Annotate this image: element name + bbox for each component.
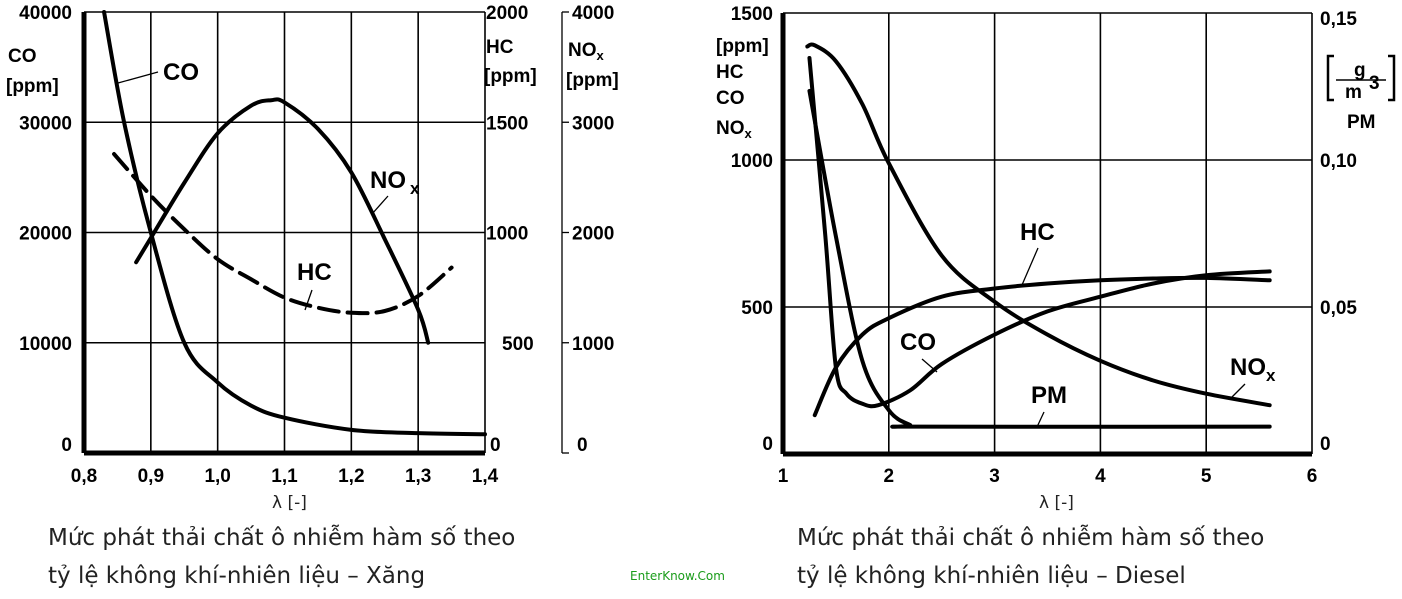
nox-curve bbox=[805, 42, 1272, 408]
x-tick-label: 0,8 bbox=[71, 466, 97, 487]
x-tick-label: 5 bbox=[1201, 466, 1212, 487]
hc-axis-unit: HC bbox=[486, 37, 514, 58]
ppm-axis-hc: HC bbox=[716, 62, 744, 83]
caption-line: Mức phát thải chất ô nhiễm hàm số theo bbox=[48, 525, 516, 551]
ppm-tick-label: 500 bbox=[741, 298, 773, 319]
caption-line: tỷ lệ không khí-nhiên liệu – Xăng bbox=[48, 563, 426, 589]
nox-tick-label: 3000 bbox=[572, 113, 614, 134]
nox-curve-label: NOx bbox=[1230, 354, 1276, 385]
caption-line: Mức phát thải chất ô nhiễm hàm số theo bbox=[797, 525, 1265, 551]
co-curve-label: CO bbox=[900, 329, 936, 356]
pm-leader-line bbox=[1036, 411, 1045, 428]
ppm-axis-co: CO bbox=[716, 88, 745, 109]
hc-tick-label: 1000 bbox=[486, 224, 528, 245]
x-tick-label: 4 bbox=[1095, 466, 1106, 487]
hc-tick-label: 2000 bbox=[486, 3, 528, 24]
gasoline-caption: Mức phát thải chất ô nhiễm hàm số theo t… bbox=[48, 519, 515, 595]
hc-axis-unit: [ppm] bbox=[484, 66, 537, 87]
co-tick-label: 20000 bbox=[19, 224, 72, 245]
co-axis-unit: [ppm] bbox=[6, 76, 59, 97]
x-tick-label: 0,9 bbox=[138, 466, 164, 487]
nox-tick-label: 2000 bbox=[572, 224, 614, 245]
pm-tick-label: 0,05 bbox=[1320, 298, 1357, 319]
nox-tick-label: 0 bbox=[577, 435, 588, 456]
pm-axis-unit: g m 3 PM bbox=[1326, 54, 1396, 133]
hc-tick-label: 0 bbox=[490, 435, 501, 456]
watermark: EnterKnow.Com bbox=[630, 569, 725, 583]
nox-axis-unit: NOx bbox=[568, 40, 605, 63]
x-tick-label: 1,2 bbox=[338, 466, 364, 487]
co-leader-line bbox=[117, 71, 159, 84]
ppm-axis-nox: NOx bbox=[716, 118, 753, 141]
co-leader-line bbox=[921, 358, 938, 373]
co-tick-label: 40000 bbox=[19, 3, 72, 24]
hc-leader-line bbox=[304, 289, 313, 311]
x-tick-label: 3 bbox=[989, 466, 1000, 487]
gasoline-chart: 0,8 0,9 1,0 1,1 1,2 1,3 1,40100002000030000400… bbox=[6, 3, 619, 513]
co-tick-label: 30000 bbox=[19, 113, 72, 134]
nox-tick-label: 4000 bbox=[572, 3, 614, 24]
x-tick-label: 1 bbox=[778, 466, 789, 487]
co-curve bbox=[102, 10, 487, 437]
caption-line: tỷ lệ không khí-nhiên liệu – Diesel bbox=[797, 563, 1186, 589]
svg-text:PM: PM bbox=[1347, 112, 1376, 133]
hc-tick-label: 500 bbox=[502, 334, 534, 355]
x-tick-label: 2 bbox=[884, 466, 895, 487]
nox-leader-line bbox=[371, 195, 389, 215]
co-tick-label: 10000 bbox=[19, 334, 72, 355]
x-axis-label: λ [-] bbox=[272, 493, 307, 513]
nox-axis-unit: [ppm] bbox=[566, 70, 619, 91]
pm-curve-label: PM bbox=[1031, 382, 1067, 409]
nox-tick-label: 1000 bbox=[572, 334, 614, 355]
co-curve-label: CO bbox=[163, 59, 199, 86]
hc-curve bbox=[812, 275, 1272, 418]
pm-tick-label: 0 bbox=[1320, 434, 1331, 455]
ppm-tick-label: 1500 bbox=[731, 4, 773, 25]
co-curve bbox=[807, 55, 1272, 409]
hc-curve-label: HC bbox=[297, 259, 332, 286]
x-tick-label: 6 bbox=[1307, 466, 1318, 487]
diesel-caption: Mức phát thải chất ô nhiễm hàm số theo t… bbox=[797, 519, 1264, 595]
nox-leader-line bbox=[1231, 383, 1246, 398]
svg-text:3: 3 bbox=[1369, 73, 1380, 94]
svg-text:g: g bbox=[1354, 60, 1366, 81]
hc-curve bbox=[112, 152, 454, 316]
x-axis-label: λ [-] bbox=[1039, 493, 1074, 513]
ppm-axis-unit: [ppm] bbox=[716, 36, 769, 57]
hc-tick-label: 1500 bbox=[486, 113, 528, 134]
ppm-tick-label: 1000 bbox=[731, 151, 773, 172]
x-tick-label: 1,3 bbox=[405, 466, 431, 487]
pm-curve bbox=[807, 88, 1272, 429]
pm-tick-label: 0,10 bbox=[1320, 151, 1357, 172]
svg-text:m: m bbox=[1345, 82, 1362, 103]
co-axis-unit: CO bbox=[8, 46, 37, 67]
hc-curve-label: HC bbox=[1020, 219, 1055, 246]
x-tick-label: 1,4 bbox=[472, 466, 499, 487]
hc-leader-line bbox=[1021, 247, 1039, 286]
ppm-tick-label: 0 bbox=[762, 434, 773, 455]
x-tick-label: 1,1 bbox=[271, 466, 298, 487]
nox-curve bbox=[134, 97, 431, 345]
pm-tick-label: 0,15 bbox=[1320, 9, 1357, 30]
x-tick-label: 1,0 bbox=[204, 466, 230, 487]
co-tick-label: 0 bbox=[61, 435, 72, 456]
